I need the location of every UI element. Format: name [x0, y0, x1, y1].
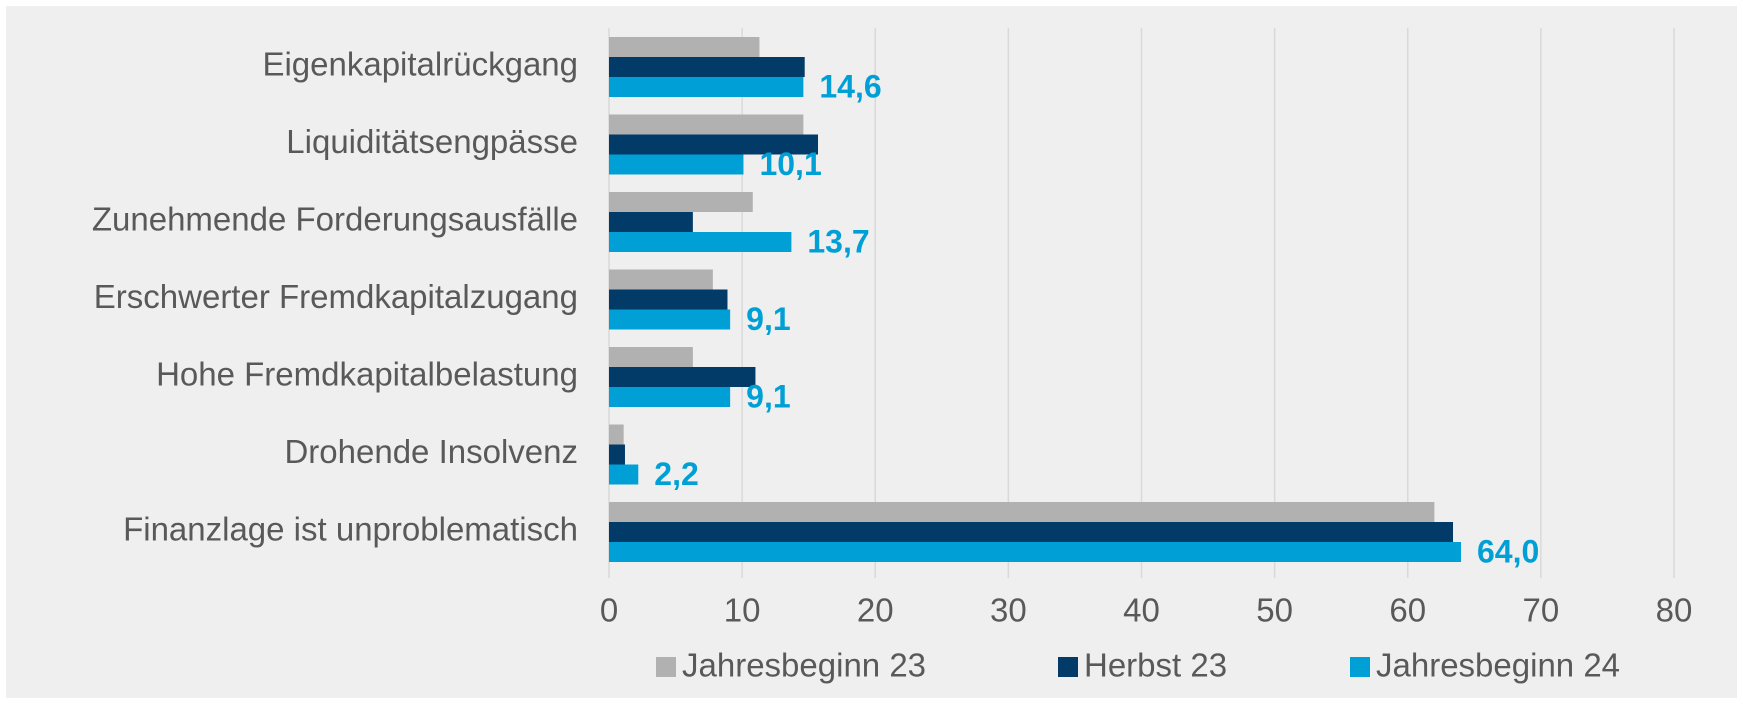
bar [609, 444, 625, 465]
value-label: 9,1 [746, 301, 790, 337]
x-tick-label: 10 [724, 592, 761, 629]
legend-swatch [1350, 657, 1370, 677]
bar [609, 522, 1454, 542]
category-label: Liquiditätsengpässe [286, 123, 578, 160]
value-label: 2,2 [654, 456, 698, 492]
legend-swatch [656, 657, 676, 677]
bar [609, 309, 731, 330]
legend-label: Herbst 23 [1084, 647, 1227, 684]
value-label: 10,1 [759, 146, 821, 182]
category-label: Hohe Fremdkapitalbelastung [156, 356, 578, 393]
bar [609, 114, 804, 135]
x-tick-label: 80 [1656, 592, 1693, 629]
category-label: Drohende Insolvenz [284, 433, 578, 470]
bar [609, 192, 753, 212]
bar [609, 424, 624, 445]
bar [609, 212, 693, 232]
bar [609, 134, 819, 155]
category-label: Eigenkapitalrückgang [262, 46, 578, 83]
bar [609, 289, 728, 310]
bar [609, 232, 792, 252]
value-label: 9,1 [746, 378, 790, 414]
x-tick-label: 60 [1389, 592, 1426, 629]
x-tick-label: 30 [990, 592, 1027, 629]
bar [609, 502, 1435, 522]
bar [609, 347, 693, 367]
legend-label: Jahresbeginn 24 [1376, 647, 1620, 684]
chart-background [6, 6, 1737, 698]
value-label: 14,6 [819, 68, 881, 104]
bar [609, 269, 713, 290]
bar [609, 77, 804, 97]
x-tick-label: 50 [1256, 592, 1293, 629]
bar [609, 154, 744, 175]
bar [609, 367, 756, 387]
bar [609, 37, 760, 57]
bar [609, 387, 731, 407]
value-label: 64,0 [1477, 533, 1539, 569]
legend-swatch [1058, 657, 1078, 677]
category-label: Zunehmende Forderungsausfälle [92, 201, 578, 238]
x-tick-label: 70 [1523, 592, 1560, 629]
bar [609, 57, 805, 77]
x-tick-label: 40 [1123, 592, 1160, 629]
value-label: 13,7 [807, 223, 869, 259]
category-label: Finanzlage ist unproblematisch [123, 511, 578, 548]
bar [609, 542, 1461, 562]
x-tick-label: 20 [857, 592, 894, 629]
category-label: Erschwerter Fremdkapitalzugang [94, 278, 578, 315]
x-tick-label: 0 [600, 592, 618, 629]
legend-label: Jahresbeginn 23 [682, 647, 926, 684]
bar [609, 464, 639, 485]
